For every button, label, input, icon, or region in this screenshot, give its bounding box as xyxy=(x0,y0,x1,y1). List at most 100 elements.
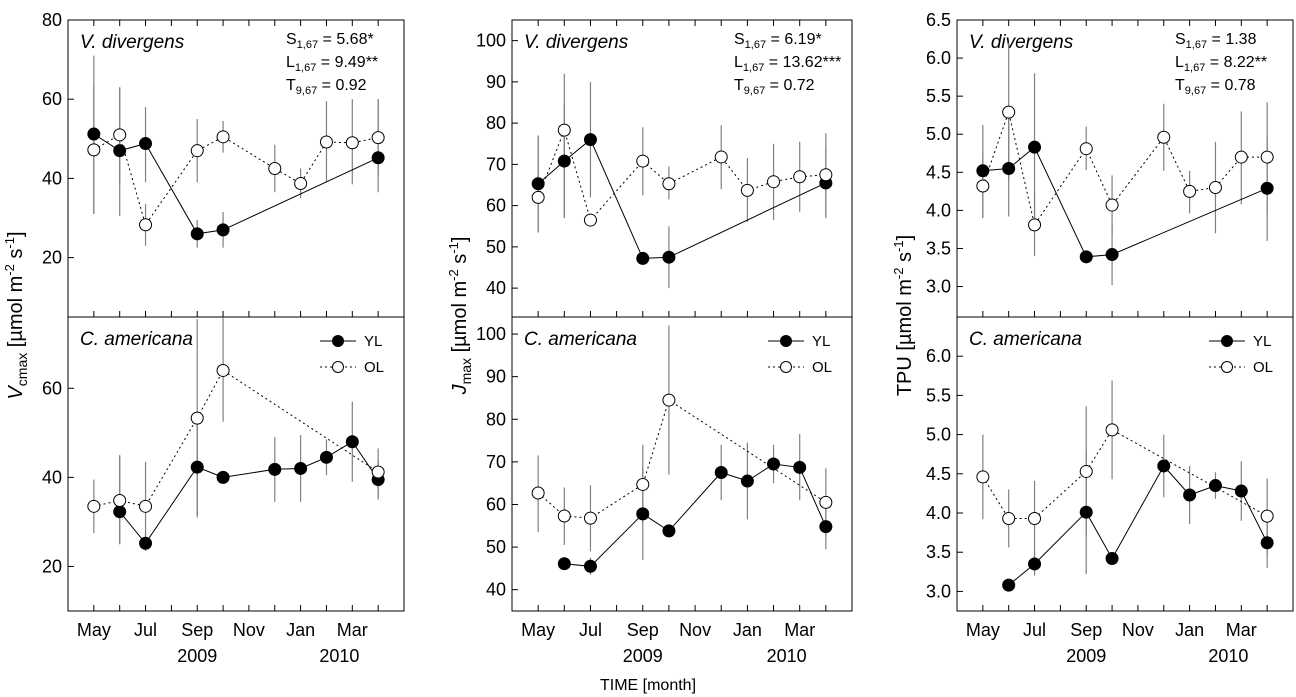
y-title-unit: s xyxy=(449,254,471,270)
series-line-ol xyxy=(93,134,379,226)
y-tick-label: 80 xyxy=(42,10,62,30)
series-line-yl xyxy=(1008,465,1268,586)
y-title-unit: ] xyxy=(449,237,471,243)
data-point-ol xyxy=(1105,198,1119,212)
y-title-main: TPU xyxy=(894,356,916,396)
legend-yl-label: YL xyxy=(364,333,382,350)
stat-line: T9,67 = 0.92 xyxy=(286,77,367,97)
stat-subscript: 1,67 xyxy=(745,39,766,51)
stat-value: = 6.19* xyxy=(766,31,822,48)
month-label: Jul xyxy=(134,620,157,640)
stat-line: S1,67 = 5.68* xyxy=(286,31,374,51)
stat-line: T9,67 = 0.72 xyxy=(734,77,815,97)
data-point-yl xyxy=(1002,578,1016,592)
month-label: Jan xyxy=(286,620,315,640)
series-line-yl xyxy=(564,463,827,567)
data-point-yl xyxy=(216,223,230,237)
stat-line: L1,67 = 9.49** xyxy=(286,54,378,74)
series-line-yl xyxy=(119,441,379,545)
legend-yl-marker xyxy=(1221,335,1233,347)
data-point-ol xyxy=(294,177,308,191)
data-point-ol xyxy=(1028,511,1042,525)
y-tick-label: 5.0 xyxy=(926,425,951,445)
y-title-exponent: -2 xyxy=(446,269,461,281)
stat-subscript: 1,67 xyxy=(1184,62,1205,74)
stat-value: = 0.92 xyxy=(317,77,366,94)
y-tick-label: 100 xyxy=(476,324,506,344)
stat-value: = 0.72 xyxy=(765,77,814,94)
data-point-yl xyxy=(583,133,597,147)
month-label: Sep xyxy=(627,620,659,640)
y-tick-label: 60 xyxy=(486,494,506,514)
y-tick-label: 90 xyxy=(486,367,506,387)
legend-ol-label: OL xyxy=(1253,359,1273,376)
stat-letter: L xyxy=(286,54,295,71)
y-tick-label: 60 xyxy=(42,89,62,109)
data-point-yl xyxy=(1002,162,1016,175)
y-title-unit: s xyxy=(894,252,916,268)
stat-line: S1,67 = 1.38 xyxy=(1175,31,1257,51)
data-point-ol xyxy=(636,477,650,491)
y-title-unit: [µmol m xyxy=(449,281,471,358)
month-label: May xyxy=(77,620,111,640)
year-label: 2010 xyxy=(1208,646,1248,666)
y-axis-title: TPU [µmol m-2 s-1] xyxy=(891,235,916,396)
data-point-ol xyxy=(819,495,833,509)
y-title-main: J xyxy=(449,383,471,395)
data-point-yl xyxy=(190,460,204,474)
month-label: Nov xyxy=(1122,620,1154,640)
data-point-yl xyxy=(1028,140,1042,154)
species-label: C. americana xyxy=(80,329,193,350)
data-point-yl xyxy=(793,460,807,474)
y-tick-label: 4.0 xyxy=(926,503,951,523)
x-axis-title: TIME [month] xyxy=(600,677,696,694)
y-tick-label: 5.5 xyxy=(926,86,951,106)
legend-yl-label: YL xyxy=(812,333,830,350)
data-point-ol xyxy=(1002,511,1016,525)
panel-frame xyxy=(511,316,853,612)
stat-value: = 1.38 xyxy=(1207,31,1256,48)
y-tick-label: 60 xyxy=(42,378,62,398)
data-point-ol xyxy=(557,123,571,137)
y-tick-label: 5.5 xyxy=(926,385,951,405)
data-point-ol xyxy=(371,465,385,479)
month-label: May xyxy=(966,620,1000,640)
y-title-unit: ] xyxy=(5,231,27,237)
y-tick-label: 6.5 xyxy=(926,10,951,30)
data-point-ol xyxy=(636,154,650,168)
data-point-yl xyxy=(636,251,650,265)
year-label: 2010 xyxy=(767,646,807,666)
data-point-yl xyxy=(1260,536,1274,550)
series-line-ol xyxy=(982,429,1268,519)
data-point-ol xyxy=(767,175,781,189)
y-title-exponent: -2 xyxy=(891,268,906,280)
y-axis-title: Jmax [µmol m-2 s-1] xyxy=(446,237,474,396)
legend-yl-marker xyxy=(780,335,792,347)
stat-value: = 8.22** xyxy=(1205,54,1267,71)
data-point-yl xyxy=(139,536,153,550)
legend-ol-label: OL xyxy=(812,359,832,376)
series-line-ol xyxy=(537,128,826,222)
year-label: 2010 xyxy=(319,646,359,666)
data-point-yl xyxy=(557,557,571,571)
species-label: V. divergens xyxy=(969,32,1074,53)
data-point-ol xyxy=(714,150,728,164)
y-tick-label: 90 xyxy=(486,72,506,92)
y-tick-label: 4.5 xyxy=(926,162,951,182)
data-point-yl xyxy=(268,462,282,476)
y-tick-label: 100 xyxy=(476,31,506,51)
series-line-ol xyxy=(93,369,379,507)
month-label: Nov xyxy=(679,620,711,640)
stat-letter: T xyxy=(286,77,296,94)
data-point-ol xyxy=(371,131,385,145)
stat-subscript: 9,67 xyxy=(1185,85,1206,97)
data-point-ol xyxy=(819,168,833,182)
month-label: Mar xyxy=(784,620,815,640)
data-point-ol xyxy=(319,135,333,149)
month-label: Sep xyxy=(1070,620,1102,640)
stat-value: = 13.62*** xyxy=(764,54,841,71)
y-tick-label: 3.0 xyxy=(926,277,951,297)
data-point-yl xyxy=(1260,181,1274,195)
